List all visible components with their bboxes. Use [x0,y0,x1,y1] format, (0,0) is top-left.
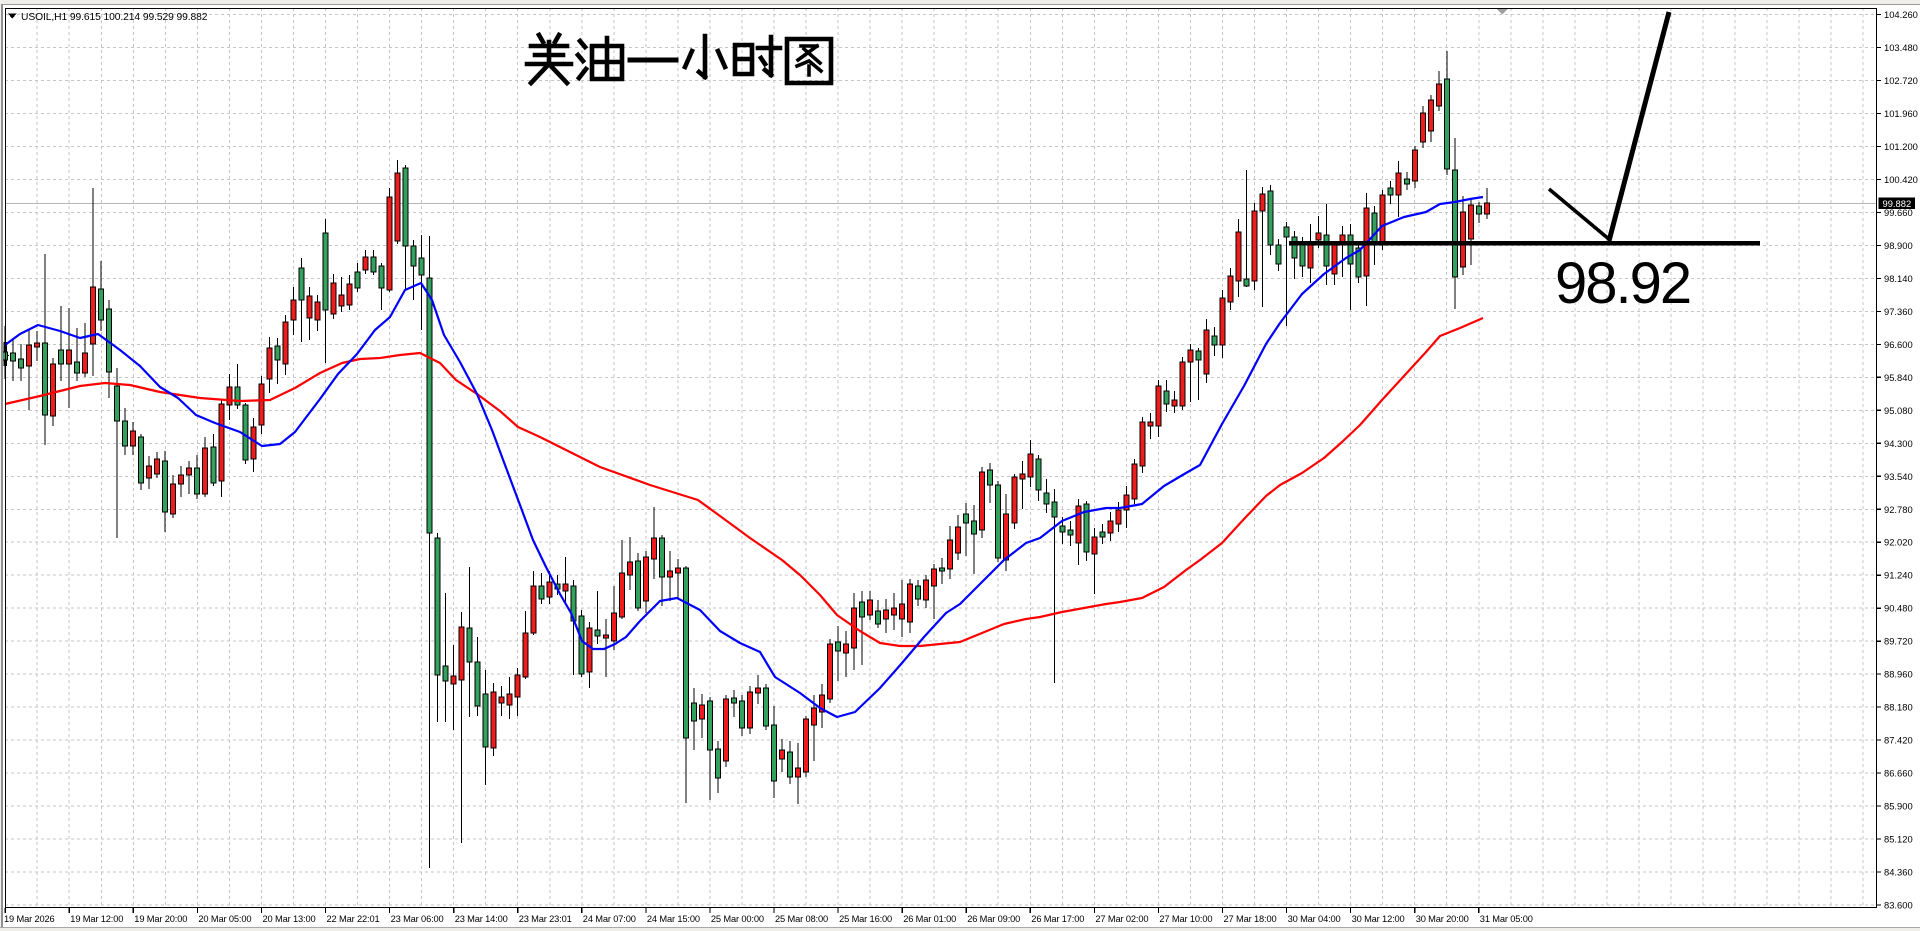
svg-text:97.360: 97.360 [1884,306,1913,317]
svg-text:86.660: 86.660 [1884,768,1913,779]
svg-text:93.540: 93.540 [1884,471,1913,482]
svg-text:96.600: 96.600 [1884,339,1913,350]
svg-text:88.960: 88.960 [1884,669,1913,680]
svg-text:24 Mar 07:00: 24 Mar 07:00 [583,914,636,924]
svg-text:103.480: 103.480 [1884,42,1918,53]
svg-text:85.120: 85.120 [1884,834,1913,845]
svg-text:101.200: 101.200 [1884,141,1918,152]
svg-text:99.882: 99.882 [1883,198,1912,209]
svg-text:30 Mar 04:00: 30 Mar 04:00 [1288,914,1341,924]
svg-text:30 Mar 20:00: 30 Mar 20:00 [1416,914,1469,924]
svg-text:89.720: 89.720 [1884,636,1913,647]
svg-text:95.840: 95.840 [1884,372,1913,383]
svg-text:91.240: 91.240 [1884,570,1913,581]
svg-text:26 Mar 09:00: 26 Mar 09:00 [967,914,1020,924]
svg-text:19 Mar 20:00: 19 Mar 20:00 [134,914,187,924]
svg-text:26 Mar 01:00: 26 Mar 01:00 [903,914,956,924]
svg-text:USOIL,H1 99.615 100.214 99.52: USOIL,H1 99.615 100.214 99.529 99.882 [21,12,208,23]
svg-text:23 Mar 06:00: 23 Mar 06:00 [391,914,444,924]
svg-text:94.300: 94.300 [1884,438,1913,449]
svg-text:31 Mar 05:00: 31 Mar 05:00 [1480,914,1533,924]
svg-text:83.600: 83.600 [1884,900,1913,911]
svg-text:98.92: 98.92 [1555,251,1690,316]
svg-text:85.900: 85.900 [1884,801,1913,812]
svg-text:25 Mar 16:00: 25 Mar 16:00 [839,914,892,924]
svg-text:27 Mar 02:00: 27 Mar 02:00 [1095,914,1148,924]
svg-text:25 Mar 00:00: 25 Mar 00:00 [711,914,764,924]
svg-text:98.900: 98.900 [1884,240,1913,251]
svg-text:19 Mar 2026: 19 Mar 2026 [4,914,55,924]
svg-text:23 Mar 14:00: 23 Mar 14:00 [455,914,508,924]
svg-text:27 Mar 18:00: 27 Mar 18:00 [1224,914,1277,924]
svg-text:27 Mar 10:00: 27 Mar 10:00 [1159,914,1212,924]
svg-text:92.020: 92.020 [1884,537,1913,548]
svg-text:95.080: 95.080 [1884,405,1913,416]
svg-text:20 Mar 05:00: 20 Mar 05:00 [198,914,251,924]
svg-text:100.420: 100.420 [1884,174,1918,185]
svg-text:20 Mar 13:00: 20 Mar 13:00 [263,914,316,924]
svg-text:92.780: 92.780 [1884,504,1913,515]
svg-text:22 Mar 22:01: 22 Mar 22:01 [327,914,380,924]
svg-text:26 Mar 17:00: 26 Mar 17:00 [1031,914,1084,924]
svg-text:104.260: 104.260 [1884,9,1918,20]
svg-text:23 Mar 23:01: 23 Mar 23:01 [519,914,572,924]
svg-text:24 Mar 15:00: 24 Mar 15:00 [647,914,700,924]
svg-text:30 Mar 12:00: 30 Mar 12:00 [1352,914,1405,924]
svg-text:99.660: 99.660 [1884,207,1913,218]
svg-text:84.360: 84.360 [1884,867,1913,878]
svg-text:98.140: 98.140 [1884,273,1913,284]
svg-text:102.720: 102.720 [1884,75,1918,86]
svg-text:88.180: 88.180 [1884,702,1913,713]
svg-text:101.960: 101.960 [1884,108,1918,119]
svg-text:25 Mar 08:00: 25 Mar 08:00 [775,914,828,924]
svg-text:90.480: 90.480 [1884,603,1913,614]
svg-text:87.420: 87.420 [1884,735,1913,746]
svg-text:19 Mar 12:00: 19 Mar 12:00 [70,914,123,924]
